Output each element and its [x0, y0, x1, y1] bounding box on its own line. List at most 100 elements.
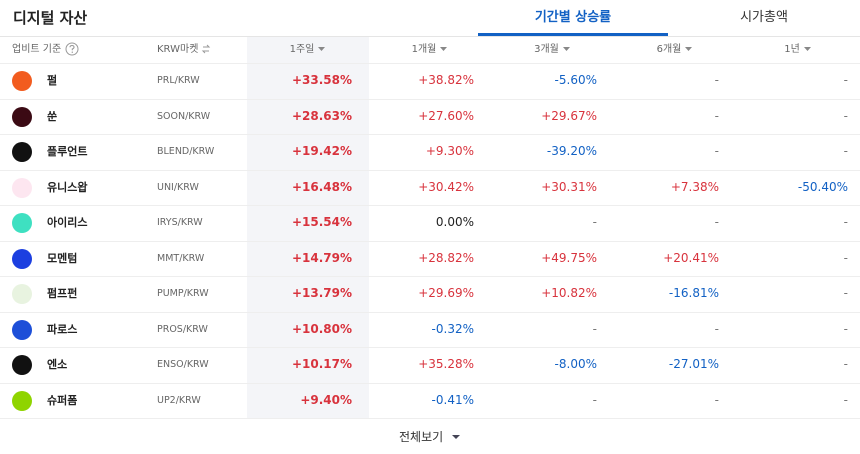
- coin-name[interactable]: 아이리스: [47, 216, 88, 229]
- column-header-label: 1개월: [411, 44, 437, 55]
- dropdown-arrow: [452, 435, 460, 439]
- change-rate: -: [843, 250, 848, 265]
- change-rate: -8.00%: [554, 357, 597, 371]
- row-divider: [0, 205, 860, 206]
- change-rate: -0.41%: [431, 392, 474, 407]
- sorted-column-bg: [247, 37, 369, 418]
- change-rate: -16.81%: [668, 286, 719, 300]
- market-code: BLEND/KRW: [157, 146, 215, 157]
- change-rate: -: [592, 321, 597, 336]
- row-divider: [0, 418, 860, 419]
- row-divider: [0, 276, 860, 277]
- row-divider: [0, 63, 860, 64]
- column-header[interactable]: 3개월: [491, 37, 614, 63]
- coin-icon: [12, 355, 32, 375]
- change-rate: -: [843, 108, 848, 123]
- column-header-label: 6개월: [656, 44, 682, 55]
- divider: [0, 36, 860, 37]
- market-code: PRL/KRW: [157, 75, 200, 86]
- view-all-label: 전체보기: [399, 430, 444, 444]
- change-rate: +9.30%: [425, 144, 474, 158]
- change-rate: +27.60%: [418, 108, 474, 123]
- sort-arrow: [685, 47, 693, 51]
- change-rate: +49.75%: [541, 250, 597, 265]
- market-code: SOON/KRW: [157, 110, 211, 122]
- row-divider: [0, 169, 860, 171]
- row-divider: [0, 98, 860, 100]
- change-rate: +38.82%: [418, 73, 474, 87]
- row-divider: [0, 240, 860, 242]
- coin-icon: [12, 319, 32, 340]
- coin-name[interactable]: 엔소: [47, 358, 68, 371]
- change-rate: -39.20%: [546, 144, 597, 158]
- change-rate: +10.80%: [291, 321, 352, 336]
- coin-icon: [12, 106, 32, 127]
- column-header[interactable]: 6개월: [614, 37, 736, 63]
- change-rate: -: [714, 73, 719, 87]
- change-rate: -: [714, 321, 719, 336]
- change-rate: 0.00%: [435, 215, 474, 229]
- change-rate: +15.54%: [291, 215, 352, 229]
- change-rate: +14.79%: [291, 250, 352, 265]
- sort-arrow: [318, 47, 326, 51]
- change-rate: -0.32%: [431, 321, 474, 336]
- view-all-button[interactable]: 전체보기: [0, 420, 860, 454]
- column-header[interactable]: 1년: [736, 37, 860, 63]
- change-rate: +29.69%: [418, 286, 474, 300]
- change-rate: +30.31%: [541, 179, 597, 194]
- column-header: 업비트 기준: [12, 37, 79, 63]
- coin-icon: [12, 142, 32, 162]
- tab-active[interactable]: 기간별 상승률: [478, 0, 668, 36]
- change-rate: -: [843, 321, 848, 336]
- market-code: UP2/KRW: [157, 394, 201, 406]
- coin-name[interactable]: 펌프펀: [47, 287, 78, 300]
- coin-name[interactable]: 유니스왑: [47, 180, 88, 194]
- change-rate: -: [843, 357, 848, 371]
- coin-name[interactable]: 플루언트: [47, 145, 88, 158]
- change-rate: +33.58%: [291, 73, 352, 87]
- tab[interactable]: 시가총액: [740, 10, 788, 25]
- section-title: 디지털 자산: [13, 9, 88, 27]
- market-code: ENSO/KRW: [157, 359, 209, 370]
- row-divider: [0, 311, 860, 313]
- change-rate: -: [843, 215, 848, 229]
- row-divider: [0, 382, 860, 384]
- change-rate: -: [714, 144, 719, 158]
- coin-name[interactable]: 쑨: [47, 109, 58, 123]
- coin-icon: [12, 71, 32, 91]
- row-divider: [0, 347, 860, 348]
- change-rate: +16.48%: [291, 179, 352, 194]
- coin-icon: [12, 284, 32, 304]
- change-rate: -: [592, 215, 597, 229]
- column-header[interactable]: KRW마켓: [157, 37, 211, 63]
- column-header[interactable]: 1주일: [247, 37, 369, 63]
- column-header-label: 1년: [784, 44, 800, 55]
- column-header[interactable]: 1개월: [369, 37, 491, 63]
- market-code: MMT/KRW: [157, 252, 205, 264]
- sort-arrow: [803, 47, 811, 51]
- column-header-label: 1주일: [289, 44, 315, 55]
- change-rate: -: [714, 392, 719, 407]
- change-rate: +13.79%: [291, 286, 352, 300]
- change-rate: +9.40%: [300, 392, 352, 407]
- change-rate: -: [843, 286, 848, 300]
- help-icon[interactable]: [65, 42, 79, 56]
- change-rate: +28.82%: [418, 250, 474, 265]
- coin-name[interactable]: 슈퍼폼: [47, 393, 78, 407]
- swap-icon: [202, 44, 211, 54]
- coin-icon: [12, 177, 32, 198]
- coin-icon: [12, 213, 32, 233]
- change-rate: -27.01%: [668, 357, 719, 371]
- coin-name[interactable]: 모멘텀: [47, 251, 78, 265]
- column-header-label: 3개월: [534, 44, 559, 55]
- change-rate: -: [714, 215, 719, 229]
- change-rate: -50.40%: [797, 179, 848, 194]
- change-rate: +10.17%: [291, 357, 352, 371]
- coin-name[interactable]: 파로스: [47, 322, 78, 336]
- change-rate: -: [843, 144, 848, 158]
- coin-icon: [12, 390, 32, 411]
- coin-name[interactable]: 펄: [47, 74, 58, 87]
- market-code: UNI/KRW: [157, 181, 199, 193]
- change-rate: +7.38%: [670, 179, 719, 194]
